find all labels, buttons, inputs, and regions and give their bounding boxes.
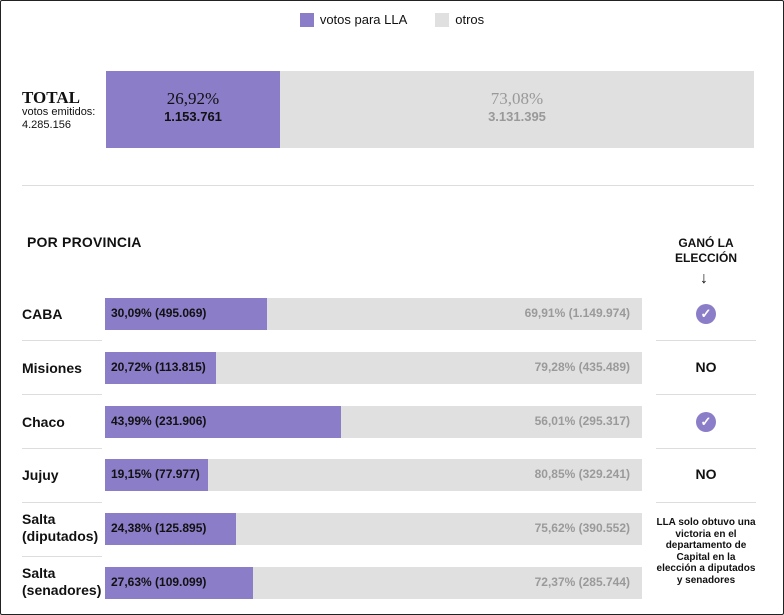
- total-title: TOTAL: [22, 88, 80, 107]
- legend-item-otros: otros: [435, 12, 484, 27]
- legend-label-otros: otros: [455, 12, 485, 27]
- row-lla-label: 27,63% (109.099): [111, 575, 207, 589]
- row-bar-lla-fill: [105, 513, 236, 545]
- row-separator: [22, 340, 102, 341]
- row-separator: [22, 502, 102, 503]
- arrow-down-icon: ↓: [700, 270, 708, 287]
- row-label: CABA: [22, 306, 63, 322]
- row-otros-label: 79,28% (435.489): [534, 360, 630, 374]
- total-emitted: 4.285.156: [22, 119, 71, 131]
- row-label: Salta (senadores): [22, 565, 102, 598]
- row-label: Chaco: [22, 414, 65, 430]
- row-bar: 27,63% (109.099) 72,37% (285.744): [105, 567, 642, 599]
- row-bar: 43,99% (231.906) 56,01% (295.317): [105, 406, 642, 438]
- row-bar-lla-fill: [105, 298, 267, 330]
- row-lla-label: 24,38% (125.895): [111, 521, 207, 535]
- total-lla-votes: 1.153.761: [164, 109, 222, 124]
- row-otros-label: 69,91% (1.149.974): [524, 306, 630, 320]
- won-separator: [656, 394, 756, 395]
- row-label: Jujuy: [22, 467, 59, 483]
- row-otros-label: 56,01% (295.317): [534, 414, 630, 428]
- row-otros-label: 75,62% (390.552): [534, 521, 630, 535]
- row-separator: [22, 556, 102, 557]
- row-bar-lla-fill: [105, 352, 216, 384]
- total-bar: 26,92% 1.153.761 73,08% 3.131.395: [106, 71, 754, 148]
- total-subtitle: votos emitidos: 4.285.156: [22, 106, 95, 132]
- won-separator: [656, 448, 756, 449]
- won-separator: [656, 340, 756, 341]
- row-otros-label: 72,37% (285.744): [534, 575, 630, 589]
- total-sub-label: votos emitidos:: [22, 106, 96, 118]
- legend-swatch-lla: [299, 12, 314, 27]
- check-icon: ✓: [696, 412, 716, 432]
- legend: votos para LLA otros: [0, 12, 784, 27]
- row-label: Salta (diputados): [22, 511, 99, 544]
- won-no-label: NO: [695, 466, 717, 482]
- check-icon: ✓: [696, 304, 716, 324]
- row-separator: [22, 448, 102, 449]
- row-separator: [22, 394, 102, 395]
- legend-swatch-otros: [435, 12, 450, 27]
- row-label: Misiones: [22, 360, 82, 376]
- total-bar-lla-fill: [106, 71, 280, 148]
- row-lla-label: 19,15% (77.977): [111, 467, 200, 481]
- row-bar-lla-fill: [105, 459, 208, 491]
- section-divider: [22, 185, 754, 186]
- row-otros-label: 80,85% (329.241): [534, 467, 630, 481]
- legend-label-lla: votos para LLA: [319, 12, 408, 27]
- row-bar-lla-fill: [105, 567, 253, 599]
- row-lla-label: 43,99% (231.906): [111, 414, 207, 428]
- total-otros-votes: 3.131.395: [488, 109, 546, 124]
- row-lla-label: 20,72% (113.815): [111, 360, 206, 374]
- row-lla-label: 30,09% (495.069): [111, 306, 207, 320]
- legend-item-lla: votos para LLA: [299, 12, 408, 27]
- row-bar-lla-fill: [105, 406, 341, 438]
- total-otros-pct: 73,08%: [490, 89, 544, 108]
- row-bar: 30,09% (495.069) 69,91% (1.149.974): [105, 298, 642, 330]
- total-lla-pct: 26,92%: [166, 89, 220, 108]
- won-separator: [656, 502, 756, 503]
- row-bar: 19,15% (77.977) 80,85% (329.241): [105, 459, 642, 491]
- won-header: GANÓ LA ELECCIÓN: [674, 236, 737, 265]
- row-bar: 24,38% (125.895) 75,62% (390.552): [105, 513, 642, 545]
- row-bar: 20,72% (113.815) 79,28% (435.489): [105, 352, 642, 384]
- won-no-label: NO: [695, 359, 717, 375]
- section-title: POR PROVINCIA: [27, 234, 142, 250]
- salta-note: LLA solo obtuvo una victoria en el depar…: [656, 517, 756, 586]
